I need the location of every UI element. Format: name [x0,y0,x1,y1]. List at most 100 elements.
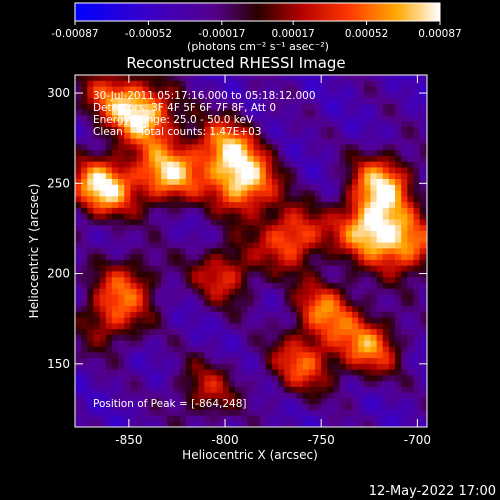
heatmap-cell [315,213,322,220]
heatmap-cell [161,190,168,197]
heatmap-cell [419,178,427,185]
heatmap-cell [173,403,181,411]
heatmap-cell [198,161,205,168]
heatmap-cell [198,305,205,312]
heatmap-cell [407,340,414,347]
heatmap-cell [339,305,347,312]
heatmap-cell [278,242,285,249]
heatmap-cell [130,415,137,422]
heatmap-cell [241,294,248,301]
heatmap-cell [345,115,353,122]
heatmap-cell [395,230,402,237]
heatmap-cell [228,271,236,278]
heatmap-cell [75,230,82,237]
heatmap-cell [413,253,421,260]
heatmap-cell [345,276,353,283]
heatmap-cell [75,155,82,162]
heatmap-cell [401,120,408,128]
heatmap-cell [99,265,107,272]
heatmap-cell [271,247,279,255]
heatmap-cell [198,351,205,359]
heatmap-cell [265,415,273,422]
heatmap-cell [111,323,119,330]
heatmap-cell [105,317,113,324]
heatmap-cell [173,282,181,289]
heatmap-cell [155,346,162,353]
heatmap-cell [265,201,273,208]
heatmap-cell [167,415,174,422]
heatmap-cell [130,80,137,87]
heatmap-cell [81,409,88,416]
heatmap-cell [388,91,396,99]
heatmap-cell [118,247,125,255]
heatmap-cell [87,351,94,359]
heatmap-cell [191,242,199,249]
heatmap-cell [155,328,162,335]
heatmap-cell [370,334,378,341]
heatmap-cell [185,190,193,197]
heatmap-cell [105,80,113,87]
heatmap-cell [204,409,211,416]
heatmap-cell [388,167,396,174]
heatmap-cell [81,288,88,295]
heatmap-cell [284,91,291,99]
heatmap-cell [142,230,150,237]
heatmap-cell [253,143,261,151]
heatmap-cell [413,109,421,116]
heatmap-cell [228,80,236,87]
heatmap-cell [370,288,378,295]
heatmap-cell [339,109,347,116]
heatmap-cell [204,294,211,301]
heatmap-cell [308,201,316,208]
heatmap-cell [167,178,174,185]
heatmap-cell [364,271,371,278]
heatmap-cell [99,236,107,243]
heatmap-cell [302,207,310,214]
heatmap-cell [81,80,88,87]
heatmap-cell [161,120,168,128]
heatmap-cell [308,421,316,428]
heatmap-cell [284,305,291,312]
heatmap-cell [345,392,353,399]
heatmap-cell [376,259,384,266]
heatmap-cell [308,190,316,197]
heatmap-cell [376,392,384,399]
heatmap-cell [247,172,254,180]
heatmap-cell [351,317,359,324]
heatmap-cell [148,236,156,243]
heatmap-cell [185,299,193,307]
heatmap-cell [327,276,334,283]
heatmap-cell [142,276,150,283]
heatmap-cell [161,328,168,335]
heatmap-cell [321,195,328,203]
heatmap-cell [259,282,267,289]
heatmap-cell [321,103,328,110]
heatmap-cell [259,103,267,110]
heatmap-cell [315,311,322,318]
heatmap-cell [395,369,402,376]
heatmap-cell [388,288,396,295]
heatmap-cell [167,276,174,283]
heatmap-cell [185,265,193,272]
heatmap-cell [333,265,341,272]
heatmap-cell [284,259,291,266]
heatmap-cell [370,282,378,289]
heatmap-cell [395,120,402,128]
heatmap-cell [290,97,297,104]
heatmap-cell [345,149,353,156]
heatmap-cell [75,380,82,387]
heatmap-cell [124,247,131,255]
heatmap-cell [395,276,402,283]
heatmap-cell [99,305,107,312]
heatmap-cell [155,195,162,203]
heatmap-cell [155,103,162,110]
heatmap-cell [118,190,125,197]
heatmap-cell [253,86,261,93]
heatmap-cell [308,97,316,104]
heatmap-cell [253,265,261,272]
heatmap-cell [142,132,150,139]
heatmap-cell [339,409,347,416]
heatmap-cell [321,346,328,353]
heatmap-cell [370,91,378,99]
heatmap-cell [167,317,174,324]
